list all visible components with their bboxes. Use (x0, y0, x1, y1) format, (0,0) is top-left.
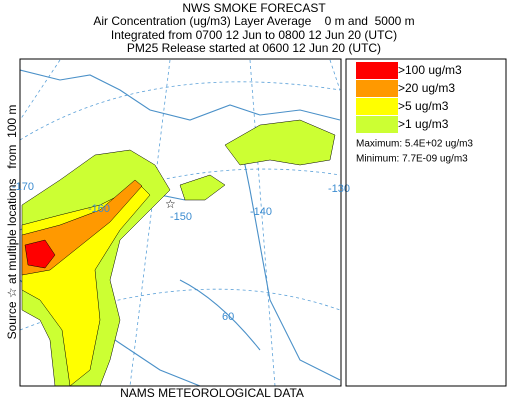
grid-label: -140 (250, 206, 272, 218)
grid-label: -130 (328, 183, 350, 195)
legend-swatch (356, 98, 398, 115)
smoke-1ug (179, 174, 226, 201)
smoke-1ug (224, 119, 336, 166)
minimum: Minimum: 7.7E-09 ug/m3 (356, 154, 468, 165)
legend: Maximum: 5.4E+02 ug/m3 Minimum: 7.7E-09 … (345, 58, 507, 387)
map-frame (19, 58, 342, 387)
grid-label: -160 (88, 203, 110, 215)
grid-label: -170 (12, 181, 34, 193)
grid-label: 60 (222, 311, 234, 323)
title: NWS SMOKE FORECAST (182, 1, 326, 15)
legend-label: >100 ug/m3 (398, 63, 462, 77)
legend-label: >5 ug/m3 (398, 99, 449, 113)
legend-swatch (356, 116, 398, 133)
smoke-100ug (24, 239, 56, 269)
footer: NAMS METEOROLOGICAL DATA (120, 386, 304, 400)
source-star: ☆ (165, 197, 176, 211)
map: ☆ -170 -160 -150 -140 -130 60 (12, 58, 350, 387)
grid-lines (20, 59, 341, 386)
source-label: Source ☆ at multiple locations from 100 … (5, 105, 19, 340)
subtitle: Integrated from 0700 12 Jun to 0800 12 J… (111, 28, 397, 42)
legend-swatch (356, 62, 398, 79)
subtitle: Air Concentration (ug/m3) Layer Average … (93, 14, 414, 28)
grid-label: -150 (170, 211, 192, 223)
legend-swatch (356, 80, 398, 97)
legend-label: >20 ug/m3 (398, 81, 455, 95)
legend-label: >1 ug/m3 (398, 117, 449, 131)
subtitle: PM25 Release started at 0600 12 Jun 20 (… (127, 41, 381, 55)
maximum: Maximum: 5.4E+02 ug/m3 (356, 139, 473, 150)
legend-frame (345, 58, 507, 387)
